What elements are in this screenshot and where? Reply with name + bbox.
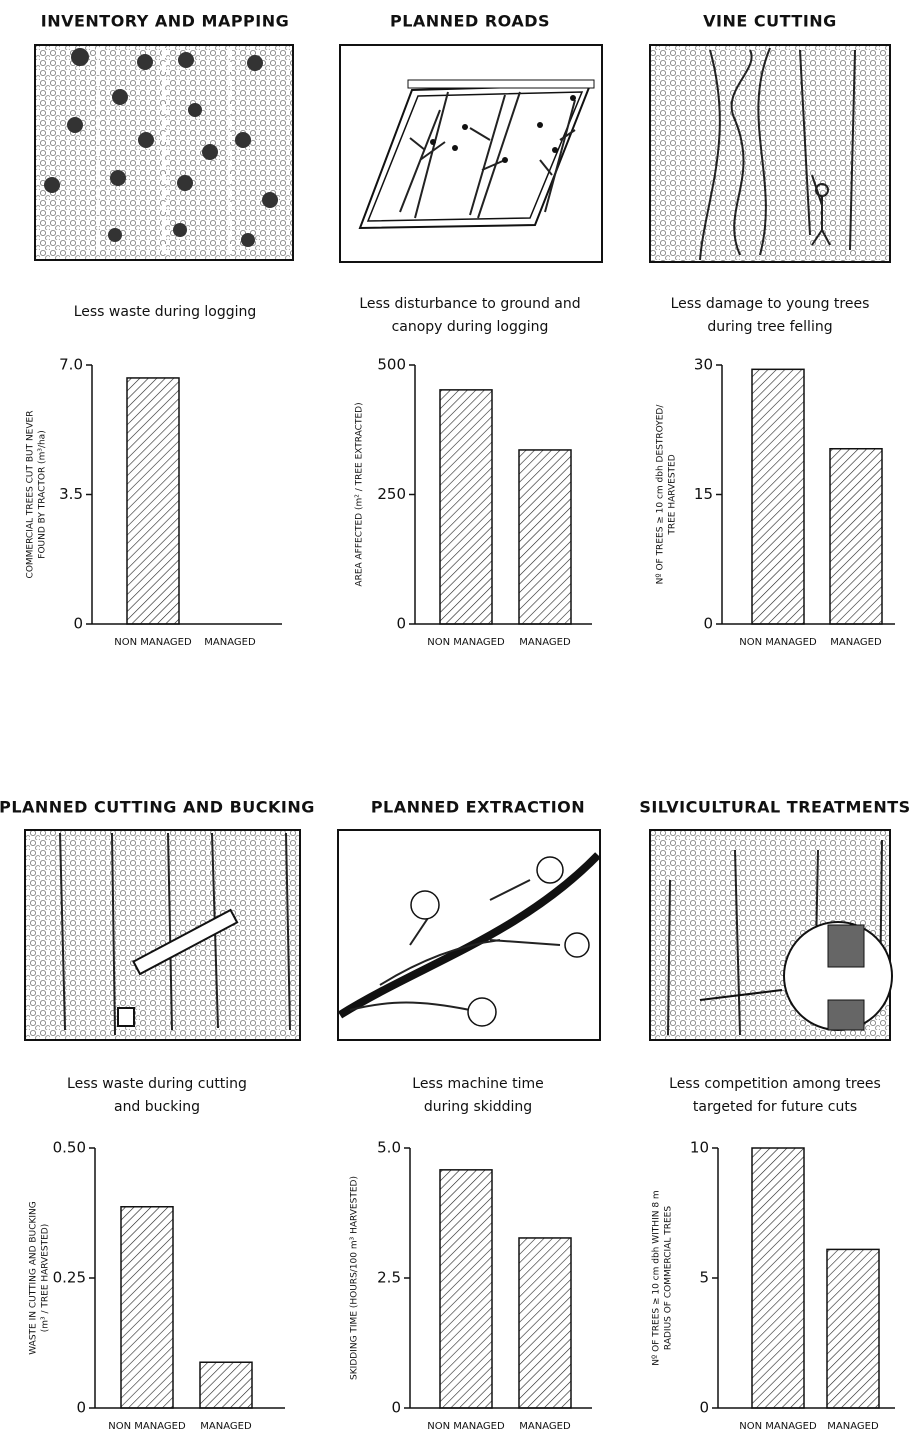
y-tick-label: 500 — [377, 356, 406, 374]
y-tick-label: 5.0 — [377, 1139, 401, 1157]
y-tick-label: 15 — [694, 485, 713, 503]
x-tick-label: NON MANAGED — [739, 637, 817, 648]
chart-title: Less disturbance to ground and — [359, 296, 580, 312]
y-axis-label: TREE HARVESTED — [668, 454, 678, 535]
illustration-inventory — [35, 45, 293, 260]
panel-heading: PLANNED CUTTING AND BUCKING — [0, 798, 315, 817]
chart-title: Less damage to young trees — [671, 296, 870, 312]
y-tick-label: 250 — [377, 485, 406, 503]
bar — [519, 450, 571, 624]
x-tick-label: MANAGED — [827, 1421, 879, 1431]
panel-heading: VINE CUTTING — [703, 12, 837, 31]
y-tick-label: 0 — [703, 615, 713, 633]
x-tick-label: MANAGED — [519, 1421, 571, 1431]
bar — [127, 378, 179, 624]
y-axis-label: RADIUS OF COMMERCIAL TREES — [664, 1206, 674, 1350]
y-tick-label: 10 — [690, 1139, 709, 1157]
x-tick-label: MANAGED — [830, 637, 882, 648]
y-axis-label: AREA AFFECTED (m² / TREE EXTRACTED) — [355, 402, 365, 586]
y-tick-label: 0.50 — [53, 1139, 86, 1157]
y-tick-label: 2.5 — [377, 1269, 401, 1287]
illustration-roads — [340, 45, 602, 262]
chart-title: during skidding — [424, 1099, 532, 1115]
y-axis-label: WASTE IN CUTTING AND BUCKING — [29, 1201, 39, 1355]
bar — [121, 1207, 173, 1408]
y-axis-label: Nº OF TREES ≥ 10 cm dbh DESTROYED/ — [656, 404, 666, 585]
x-tick-label: MANAGED — [519, 637, 571, 648]
y-tick-label: 0 — [73, 615, 83, 633]
bar — [200, 1362, 252, 1408]
illustration-vines — [650, 45, 890, 262]
y-tick-label: 0.25 — [53, 1269, 86, 1287]
x-tick-label: NON MANAGED — [108, 1421, 186, 1431]
panel-heading: PLANNED EXTRACTION — [371, 798, 585, 817]
figure: INVENTORY AND MAPPING Less waste during l… — [0, 0, 914, 1431]
y-tick-label: 7.0 — [59, 356, 83, 374]
illustration-extraction — [338, 830, 600, 1040]
chart-title: Less competition among trees — [669, 1076, 881, 1092]
chart-title: and bucking — [114, 1099, 200, 1115]
y-tick-label: 0 — [391, 1399, 401, 1417]
bar — [440, 1170, 492, 1408]
y-axis-label: SKIDDING TIME (HOURS/100 m³ HARVESTED) — [350, 1176, 360, 1380]
panel-heading: PLANNED ROADS — [390, 12, 550, 31]
panel-heading: SILVICULTURAL TREATMENTS — [639, 798, 910, 817]
x-tick-label: NON MANAGED — [114, 637, 192, 648]
y-tick-label: 0 — [396, 615, 406, 633]
chart-title: Less machine time — [412, 1076, 543, 1092]
y-tick-label: 5 — [699, 1269, 709, 1287]
bar — [752, 369, 804, 624]
y-axis-label: FOUND BY TRACTOR (m³/ha) — [38, 430, 48, 558]
chart-title: canopy during logging — [392, 319, 549, 335]
y-axis-label: (m³ / TREE HARVESTED) — [41, 1224, 51, 1333]
bar — [752, 1148, 804, 1408]
y-tick-label: 0 — [76, 1399, 86, 1417]
y-axis-label: Nº OF TREES ≥ 10 cm dbh WITHIN 8 m — [652, 1190, 662, 1365]
chart-title: during tree felling — [707, 319, 832, 335]
bar — [830, 449, 882, 624]
panel-heading: INVENTORY AND MAPPING — [41, 12, 290, 31]
chart-title: Less waste during logging — [74, 304, 257, 320]
y-tick-label: 3.5 — [59, 485, 83, 503]
bar — [519, 1238, 571, 1408]
y-axis-label: COMMERCIAL TREES CUT BUT NEVER — [26, 411, 36, 579]
x-tick-label: MANAGED — [204, 637, 256, 648]
y-tick-label: 30 — [694, 356, 713, 374]
bar — [827, 1249, 879, 1408]
chart-title: targeted for future cuts — [693, 1099, 857, 1115]
illustration-silviculture — [650, 830, 892, 1040]
bar — [440, 390, 492, 624]
y-tick-label: 0 — [699, 1399, 709, 1417]
illustration-cutting — [25, 830, 300, 1040]
x-tick-label: MANAGED — [200, 1421, 252, 1431]
x-tick-label: NON MANAGED — [427, 637, 505, 648]
chart-title: Less waste during cutting — [67, 1076, 247, 1092]
x-tick-label: NON MANAGED — [427, 1421, 505, 1431]
x-tick-label: NON MANAGED — [739, 1421, 817, 1431]
